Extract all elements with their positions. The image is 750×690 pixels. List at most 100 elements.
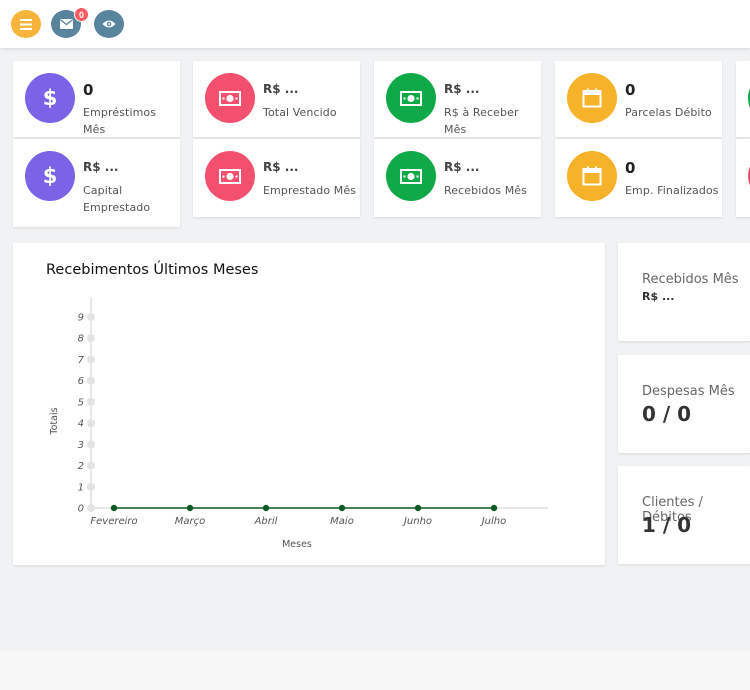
stat-value: 0 [625,81,636,99]
x-tick-label: Maio [330,516,354,527]
y-tick-marker [87,504,95,512]
line-chart: 0 1 2 3 4 5 6 7 8 9 Fevereiro Março Abril Maio Junho Ju… [49,297,548,550]
money-icon [400,168,422,184]
summary-card-recebidos: Recebidos Mês R$ ... [618,243,750,341]
summary-value: R$ ... [642,290,675,303]
page-footer-area [0,651,750,690]
data-point [338,504,346,512]
y-tick-marker [87,376,95,385]
stat-card-partial [736,61,750,137]
money-icon [219,168,241,184]
stat-label: Parcelas Débito [625,106,712,119]
summary-value: 1 / 0 [642,513,692,537]
calendar-icon [582,166,602,186]
chart-card: Recebimentos Últimos Meses 0 1 2 3 4 5 6 7 8 9 Fev… [13,243,605,565]
menu-button[interactable] [11,10,41,38]
y-tick-label: 2 [78,461,84,472]
data-point [490,504,498,512]
y-tick-marker [87,461,95,470]
y-tick-marker [87,440,95,449]
y-tick-marker [87,419,95,428]
stat-card-total-vencido: R$ ... Total Vencido [193,61,360,137]
stat-value: 0 [625,159,636,177]
stat-card-receber-mes: R$ ... R$ à Receber Mês [374,61,541,137]
stat-card-partial [736,139,750,217]
stat-label: Empréstimos Mês [83,106,157,136]
chart-title: Recebimentos Últimos Meses [46,262,259,278]
data-point [186,504,194,512]
y-tick-label: 7 [78,355,85,366]
view-button[interactable] [94,10,124,38]
bars-icon [20,18,32,30]
y-tick-label: 4 [78,419,84,430]
data-point [262,504,270,512]
stat-card-capital-emprestado: $ R$ ... Capital Emprestado [13,139,180,227]
stat-icon-circle: $ [25,151,75,201]
stat-label: Recebidos Mês [444,184,527,197]
money-icon [219,90,241,106]
y-tick-marker [87,482,95,491]
stat-icon-circle [386,151,436,201]
svg-text:$: $ [43,164,57,188]
summary-value: 0 / 0 [642,402,692,426]
stat-card-parcelas-debito: 0 Parcelas Débito [555,61,722,137]
y-axis-title: Totais [49,407,60,435]
stat-icon-circle [567,151,617,201]
summary-card-clientes-debitos: Clientes / Débitos 1 / 0 [618,466,750,564]
x-tick-label: Junho [402,516,432,527]
dollar-icon: $ [43,86,57,110]
eye-icon [102,20,116,28]
y-tick-label: 6 [78,376,84,387]
stat-card-emp-finalizados: 0 Emp. Finalizados [555,139,722,217]
top-navbar: 0 [0,0,750,48]
stat-value: R$ ... [263,160,299,174]
x-tick-label: Fevereiro [90,516,137,527]
stat-icon-circle [205,73,255,123]
stat-label: Emp. Finalizados [625,184,719,197]
dollar-icon: $ [43,164,57,188]
summary-card-despesas: Despesas Mês 0 / 0 [618,355,750,453]
y-tick-label: 0 [78,504,84,515]
y-tick-marker [87,334,95,343]
y-tick-label: 8 [78,334,84,345]
stat-value: R$ ... [444,82,480,96]
x-tick-label: Março [175,516,205,527]
x-axis-title: Meses [282,539,312,550]
money-icon [400,90,422,106]
calendar-icon [582,88,602,108]
stat-value: 0 [83,81,94,99]
y-tick-marker [87,313,95,321]
y-tick-marker [87,355,95,364]
y-tick-label: 1 [78,482,84,493]
stat-icon-circle [205,151,255,201]
stat-label: Emprestado Mês [263,184,357,197]
stat-value: R$ ... [263,82,299,96]
messages-count-badge: 0 [74,7,89,22]
stat-card-recebidos-mes: R$ ... Recebidos Mês [374,139,541,217]
stat-icon-circle [567,73,617,123]
stat-label: Capital Emprestado [83,184,151,214]
stat-card-emprestimos-mes: $ 0 Empréstimos Mês [13,61,180,137]
x-tick-label: Julho [480,516,507,527]
summary-label: Recebidos Mês [642,272,739,287]
stat-label: Total Vencido [263,106,337,119]
svg-text:$: $ [43,86,57,110]
summary-label: Despesas Mês [642,384,735,399]
envelope-icon [59,19,73,29]
y-tick-label: 5 [78,397,84,408]
stat-value: R$ ... [83,160,119,174]
stat-icon-circle: $ [25,73,75,123]
stat-icon-circle [748,73,750,123]
y-tick-label: 9 [78,313,84,324]
stat-icon-circle [748,151,750,201]
data-point [414,504,422,512]
y-tick-label: 3 [78,440,84,451]
stat-value: R$ ... [444,160,480,174]
x-tick-label: Abril [254,516,278,527]
summary-label: Clientes / Débitos [642,495,703,525]
stat-card-emprestado-mes: R$ ... Emprestado Mês [193,139,360,217]
data-point [110,504,118,512]
messages-button[interactable]: 0 [51,7,89,38]
stat-label: R$ à Receber Mês [444,106,519,136]
stat-icon-circle [386,73,436,123]
